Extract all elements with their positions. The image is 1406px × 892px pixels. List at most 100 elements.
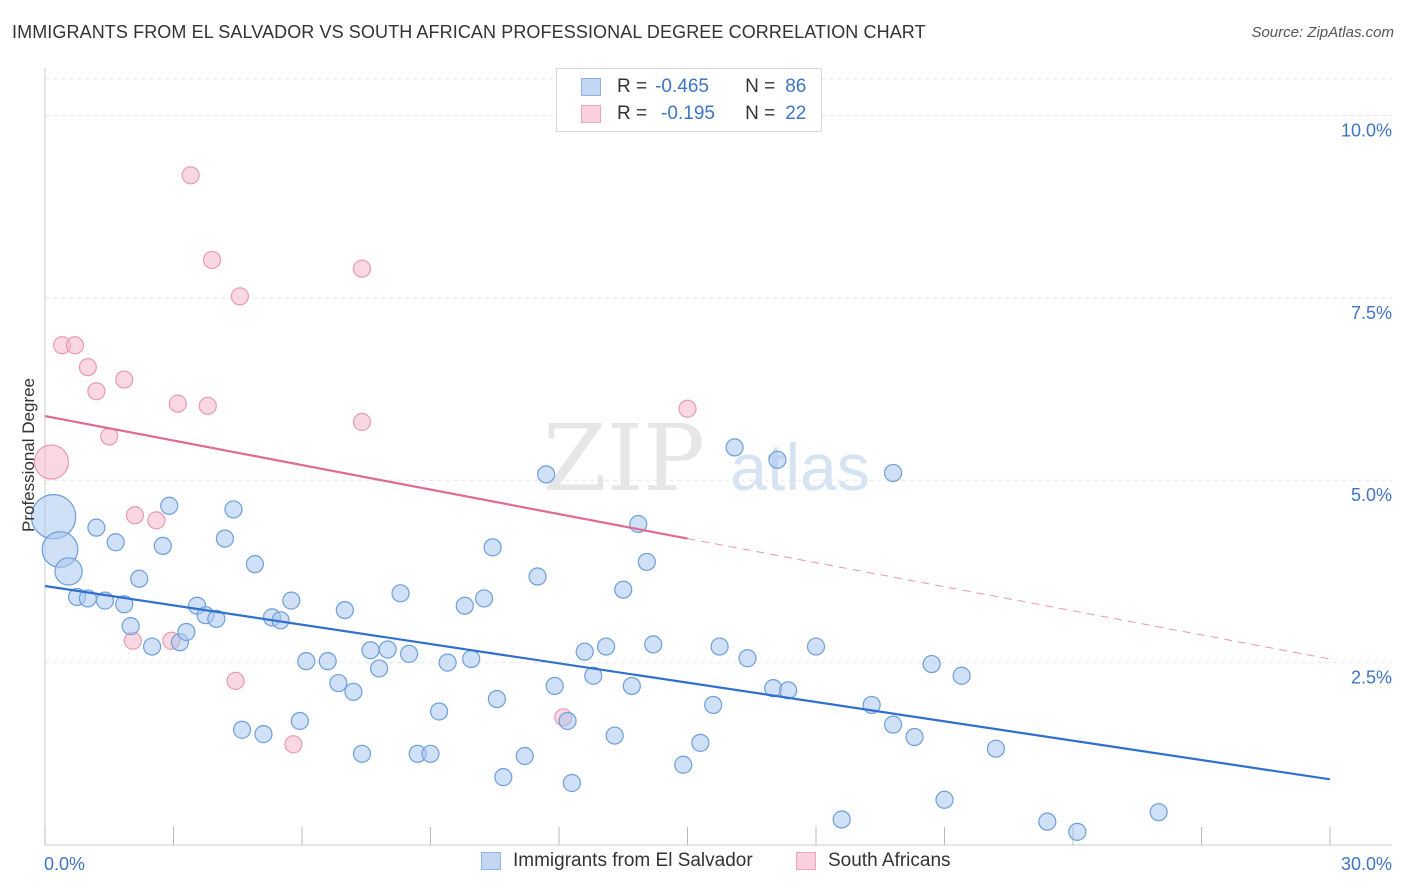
el-salvador-point [462,649,481,669]
trend-line-south-africans-extension [687,538,1331,660]
legend-n-label: N = [745,76,776,97]
legend-row-el-salvador: R = -0.465 N = 86 [557,74,806,100]
el-salvador-point [329,673,348,693]
el-salvador-point [883,463,903,483]
el-salvador-point [455,596,474,615]
y-tick-label: 2.5% [1351,668,1392,688]
el-salvador-point [528,567,547,586]
series-south-africans [33,166,697,754]
south-africans-point [115,370,134,389]
south-africans-point [125,506,145,525]
el-salvador-point [87,518,106,537]
el-salvador-point [438,653,457,672]
el-salvador-point [537,465,556,484]
el-salvador-point [1149,803,1168,822]
el-salvador-point [215,529,234,548]
south-africans-point [33,444,70,480]
el-salvador-point [30,494,77,540]
el-salvador-point [768,450,787,469]
chart-title: IMMIGRANTS FROM EL SALVADOR VS SOUTH AFR… [12,22,926,42]
y-tick-label: 5.0% [1351,485,1392,505]
trend-line-el-salvador [44,584,1331,781]
el-salvador-point [704,695,723,715]
el-salvador-point [545,676,564,696]
el-salvador-point [1038,812,1057,831]
el-salvador-point [605,726,624,745]
legend-r-value: -0.465 [655,76,709,97]
south-africans-point [226,671,245,690]
trend-line-south-africans [44,414,688,540]
el-salvador-point [352,744,372,763]
el-salvador-point [562,773,581,793]
watermark-atlas: atlas [730,430,869,504]
el-salvador-point [232,720,252,739]
el-salvador-point [806,637,826,656]
south-africans-point [147,511,166,530]
legend-row-south-africans: R = -0.195 N = 22 [557,101,806,127]
el-salvador-point [391,584,410,603]
legend-n-value: 22 [785,103,807,124]
el-salvador-point [224,500,243,519]
el-salvador-point [883,715,903,734]
el-salvador-point [421,744,440,763]
grid [45,78,1392,664]
legend-r-value: -0.195 [661,103,715,124]
el-salvador-point [115,595,134,614]
el-salvador-point [674,755,693,774]
south-africans-point [181,166,200,185]
el-salvador-point [575,642,594,661]
bottom-legend-swatch-pink [796,852,816,870]
bottom-legend-el-salvador: Immigrants from El Salvador [481,850,753,872]
el-salvador-point [177,622,196,642]
el-salvador-point [318,652,337,671]
correlation-legend: R = -0.465 N = 86 R = -0.195 N = 22 [556,68,822,132]
el-salvador-point [483,538,502,557]
el-salvador-point [429,702,449,721]
el-salvador-point [207,609,226,628]
el-salvador-point [54,557,83,586]
el-salvador-point [378,640,397,659]
trend-lines [44,414,1331,781]
south-africans-point [352,259,372,278]
legend-swatch-blue [581,78,601,96]
y-tick-label: 7.5% [1351,303,1392,323]
south-africans-point [230,287,249,306]
el-salvador-point [290,711,309,731]
tick-labels: 2.5% 5.0% 7.5% 10.0% 0.0% 30.0% [44,120,1392,874]
el-salvador-point [691,733,710,752]
el-salvador-point [952,666,971,685]
el-salvador-point [282,591,301,610]
south-africans-point [168,394,187,413]
south-africans-point [198,396,217,415]
el-salvador-point [494,768,513,787]
el-salvador-point [245,555,264,574]
el-salvador-point [922,654,941,674]
el-salvador-point [399,644,419,663]
el-salvador-point [130,569,149,588]
el-salvador-point [487,689,506,709]
x-tick-label: 0.0% [44,854,85,874]
y-axis-label: Professional Degree [19,378,38,532]
el-salvador-point [160,496,179,515]
south-africans-point [352,412,372,431]
el-salvador-point [344,682,363,701]
bottom-legend-label-el-salvador: Immigrants from El Salvador [513,850,753,871]
bottom-legend-south-africans: South Africans [796,850,951,872]
south-africans-point [87,382,106,401]
south-africans-point [284,735,303,754]
el-salvador-point [474,589,494,608]
y-tick-label: 10.0% [1341,120,1392,140]
el-salvador-point [558,711,577,731]
el-salvador-point [986,739,1006,758]
legend-r-label: R = [617,76,648,97]
legend-r-label: R = [617,103,648,124]
el-salvador-point [370,659,389,678]
el-salvador-point [1068,822,1087,841]
el-salvador-point [297,652,316,671]
south-africans-point [78,358,97,377]
el-salvador-point [905,727,924,747]
el-salvador-point [710,637,729,656]
el-salvador-point [832,810,851,829]
el-salvador-point [106,533,125,552]
